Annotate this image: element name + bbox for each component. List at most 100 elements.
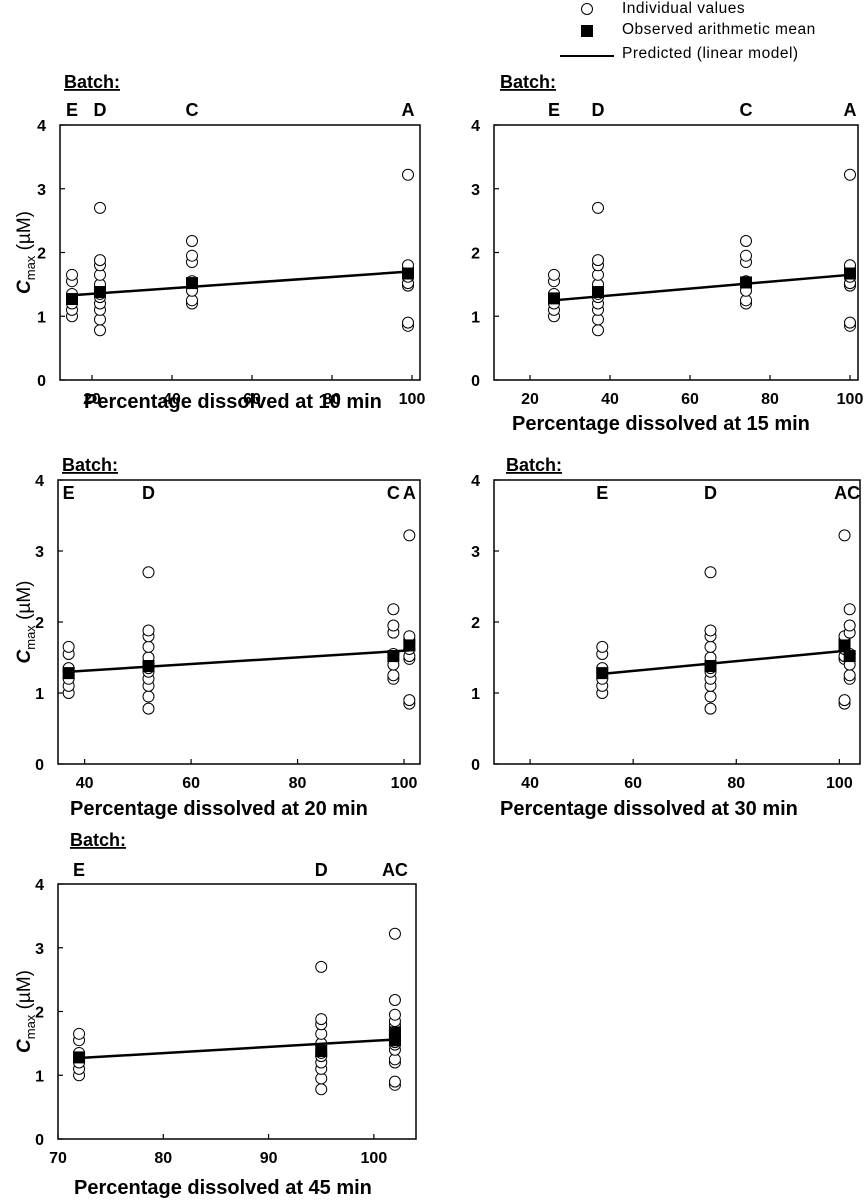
x-axis-label: Percentage dissolved at 10 min xyxy=(84,391,382,413)
individual-point xyxy=(186,249,198,262)
individual-point xyxy=(740,294,752,307)
individual-point xyxy=(142,702,155,715)
individual-point xyxy=(186,297,198,310)
individual-point xyxy=(66,297,78,310)
individual-point xyxy=(388,1078,401,1091)
individual-point xyxy=(94,297,106,310)
individual-point xyxy=(843,647,856,660)
x-axis-label: Percentage dissolved at 45 min xyxy=(74,1177,372,1199)
y-axis-label: Cmax (µM) xyxy=(14,580,38,663)
open-circle-icon xyxy=(581,3,593,15)
mean-point xyxy=(402,267,414,280)
individual-point xyxy=(402,319,414,332)
individual-point xyxy=(838,697,851,710)
individual-point xyxy=(94,201,106,214)
y-tick-label: 4 xyxy=(471,473,480,490)
individual-point xyxy=(388,1053,401,1066)
x-tick-label: 80 xyxy=(761,391,779,408)
individual-point xyxy=(142,651,155,664)
individual-point xyxy=(844,262,856,275)
batch-letter: D xyxy=(704,483,717,503)
mean-point xyxy=(388,1034,401,1047)
individual-point xyxy=(388,1015,401,1028)
batch-letter: A xyxy=(844,100,857,120)
y-tick-label: 0 xyxy=(471,757,480,774)
individual-point xyxy=(403,637,416,650)
individual-point xyxy=(838,642,851,655)
individual-point xyxy=(592,297,604,310)
individual-point xyxy=(186,235,198,248)
individual-point xyxy=(94,291,106,304)
individual-point xyxy=(388,1075,401,1088)
batch-letter: E xyxy=(548,100,560,120)
individual-point xyxy=(73,1046,86,1059)
individual-point xyxy=(740,297,752,310)
individual-point xyxy=(388,1036,401,1049)
y-tick-label: 0 xyxy=(471,373,480,390)
individual-point xyxy=(388,1029,401,1042)
batch-letter: E xyxy=(63,483,75,503)
y-tick-label: 2 xyxy=(471,615,480,632)
individual-point xyxy=(62,640,75,653)
individual-point xyxy=(844,259,856,272)
individual-point xyxy=(402,270,414,283)
individual-point xyxy=(186,256,198,269)
individual-point xyxy=(403,652,416,665)
y-tick-label: 4 xyxy=(35,473,44,490)
mean-point xyxy=(548,292,560,305)
individual-point xyxy=(73,1034,86,1047)
batch-letter: E xyxy=(596,483,608,503)
y-tick-label: 0 xyxy=(37,373,46,390)
mean-point xyxy=(94,286,106,299)
individual-point xyxy=(387,672,400,685)
individual-point xyxy=(402,279,414,292)
individual-point xyxy=(402,265,414,278)
individual-point xyxy=(844,265,856,278)
y-tick-label: 2 xyxy=(471,246,480,263)
individual-point xyxy=(388,1056,401,1069)
individual-point xyxy=(740,284,752,297)
mean-point xyxy=(844,267,856,280)
individual-point xyxy=(73,1062,86,1075)
y-tick-label: 2 xyxy=(35,1005,44,1022)
x-tick-label: 40 xyxy=(601,391,619,408)
x-tick-label: 60 xyxy=(182,775,200,792)
y-axis-label: Cmax (µM) xyxy=(14,211,38,294)
individual-point xyxy=(315,1056,328,1069)
individual-point xyxy=(704,662,717,675)
x-axis-label: Percentage dissolved at 15 min xyxy=(512,413,810,435)
individual-point xyxy=(402,262,414,275)
individual-point xyxy=(73,1027,86,1040)
batch-letter: D xyxy=(592,100,605,120)
individual-point xyxy=(94,254,106,267)
individual-point xyxy=(592,259,604,272)
x-tick-label: 20 xyxy=(521,391,539,408)
individual-point xyxy=(62,672,75,685)
mean-point xyxy=(592,286,604,299)
y-axis-label: Cmax (µM) xyxy=(14,970,38,1053)
individual-point xyxy=(592,268,604,281)
individual-point xyxy=(387,619,400,632)
individual-point xyxy=(387,626,400,639)
batch-label: Batch: xyxy=(64,72,120,92)
individual-point xyxy=(403,697,416,710)
individual-point xyxy=(548,310,560,323)
y-tick-label: 0 xyxy=(35,1132,44,1149)
y-tick-label: 3 xyxy=(471,182,480,199)
individual-point xyxy=(66,310,78,323)
batch-letter: A xyxy=(403,483,416,503)
individual-point xyxy=(388,1043,401,1056)
individual-point xyxy=(94,278,106,291)
y-tick-label: 1 xyxy=(35,686,44,703)
individual-point xyxy=(403,642,416,655)
y-tick-label: 1 xyxy=(35,1068,44,1085)
individual-point xyxy=(838,694,851,707)
individual-point xyxy=(66,268,78,281)
individual-point xyxy=(142,624,155,637)
individual-point xyxy=(94,268,106,281)
individual-point xyxy=(844,319,856,332)
y-tick-label: 4 xyxy=(35,877,44,894)
individual-point xyxy=(838,630,851,643)
x-tick-label: 90 xyxy=(260,1150,278,1167)
individual-point xyxy=(387,647,400,660)
